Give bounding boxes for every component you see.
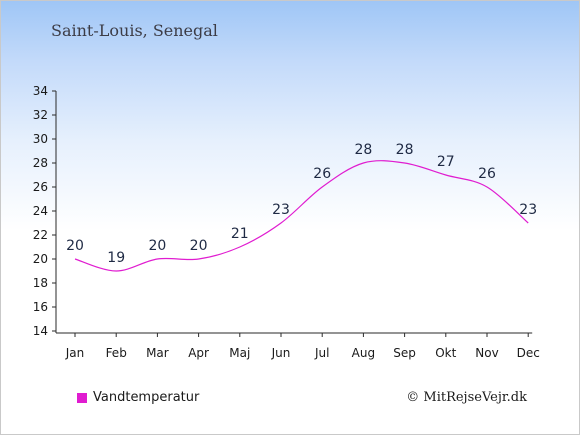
y-axis-ticks: 14 16 18 20 22 24 26 28 30 32 34: [33, 84, 56, 338]
data-label: 28: [396, 142, 414, 158]
data-label: 23: [519, 202, 537, 218]
data-label: 20: [148, 238, 166, 254]
data-label: 20: [66, 238, 84, 254]
legend: Vandtemperatur: [77, 390, 199, 405]
x-tick-label: Jun: [271, 346, 291, 360]
y-tick-label: 28: [33, 156, 48, 170]
data-label: 19: [107, 250, 125, 266]
x-tick-label: Sep: [393, 346, 416, 360]
x-tick-label: Nov: [475, 346, 498, 360]
data-label: 23: [272, 202, 290, 218]
legend-label: Vandtemperatur: [93, 390, 200, 405]
credit-text: © MitRejseVejr.dk: [406, 390, 527, 405]
data-label: 26: [478, 166, 496, 182]
y-tick-label: 26: [33, 180, 48, 194]
y-tick-label: 24: [33, 204, 48, 218]
x-tick-label: Mar: [146, 346, 169, 360]
y-tick-label: 14: [33, 324, 48, 338]
x-tick-label: Dec: [517, 346, 540, 360]
x-tick-label: Aug: [352, 346, 375, 360]
x-tick-label: Feb: [106, 346, 127, 360]
y-tick-label: 30: [33, 132, 48, 146]
y-tick-label: 18: [33, 276, 48, 290]
data-label: 27: [437, 154, 455, 170]
data-label: 26: [313, 166, 331, 182]
y-tick-label: 16: [33, 300, 48, 314]
legend-swatch: [77, 392, 87, 403]
data-label: 20: [190, 238, 208, 254]
data-label: 28: [354, 142, 372, 158]
x-axis-ticks: Jan Feb Mar Apr Maj Jun Jul Aug Sep Okt Nov Dec: [65, 333, 540, 360]
x-tick-label: Jul: [314, 346, 329, 360]
x-tick-label: Maj: [229, 346, 250, 360]
y-tick-label: 34: [33, 84, 48, 98]
x-tick-label: Apr: [188, 346, 209, 360]
x-tick-label: Okt: [435, 346, 456, 360]
y-tick-label: 22: [33, 228, 48, 242]
y-tick-label: 32: [33, 108, 48, 122]
y-tick-label: 20: [33, 252, 48, 266]
series-line-vandtemperatur: [74, 160, 529, 272]
data-label: 21: [231, 226, 249, 242]
x-tick-label: Jan: [65, 346, 85, 360]
data-labels: 20 19 20 20 21 23 26 28 28 27 26 23: [66, 142, 537, 266]
chart-title: Saint-Louis, Senegal: [51, 21, 218, 40]
